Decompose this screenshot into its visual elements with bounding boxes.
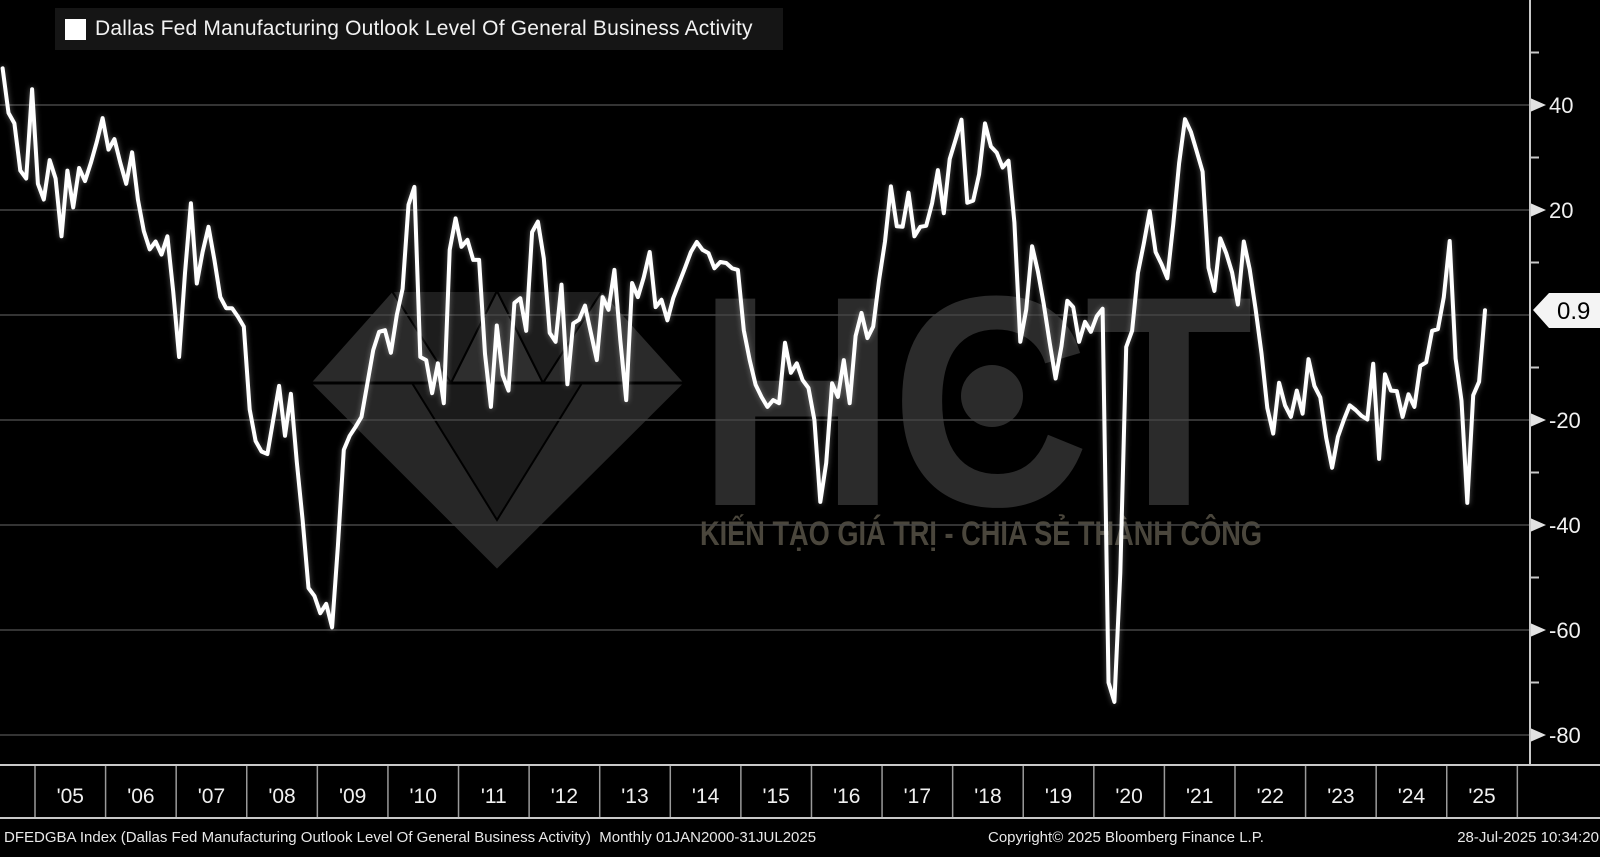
x-axis-label: '14	[692, 785, 720, 808]
x-axis-label: '07	[198, 785, 225, 808]
x-axis-label: '20	[1115, 785, 1142, 808]
x-axis-label: '21	[1186, 785, 1213, 808]
x-axis-label: '17	[904, 785, 931, 808]
x-axis-label: '18	[974, 785, 1001, 808]
x-axis-label: '24	[1398, 785, 1426, 808]
y-axis-label: -40	[1549, 513, 1581, 538]
y-axis-label: -60	[1549, 618, 1581, 643]
y-major-tick-arrow	[1530, 518, 1546, 532]
watermark-wordmark: HCT KIẾN TẠO GIÁ TRỊ - CHIA SẺ THÀNH CÔN…	[697, 234, 1262, 569]
y-major-tick-arrow	[1530, 413, 1546, 427]
x-axis-label: '16	[833, 785, 860, 808]
y-major-tick-arrow	[1530, 203, 1546, 217]
x-axis-label: '12	[551, 785, 578, 808]
x-axis-label: '08	[268, 785, 295, 808]
y-axis-label: 20	[1549, 198, 1573, 223]
footer-security-description: DFEDGBA Index (Dallas Fed Manufacturing …	[4, 829, 817, 846]
watermark-slogan: KIẾN TẠO GIÁ TRỊ - CHIA SẺ THÀNH CÔNG	[700, 514, 1262, 553]
last-value-badge: 0.9	[1533, 293, 1600, 328]
series-marker-swatch	[65, 18, 86, 40]
watermark-logo-dot	[961, 365, 1023, 427]
y-major-tick-arrow	[1530, 623, 1546, 637]
x-axis-label: '22	[1257, 785, 1284, 808]
y-axis-label: 40	[1549, 93, 1573, 118]
x-axis-label: '09	[339, 785, 366, 808]
x-axis-label: '15	[762, 785, 789, 808]
footer-bar: DFEDGBA Index (Dallas Fed Manufacturing …	[0, 820, 1600, 857]
y-major-tick-arrow	[1530, 98, 1546, 112]
footer-copyright: Copyright© 2025 Bloomberg Finance L.P.	[988, 829, 1264, 846]
x-axis-label: '19	[1045, 785, 1072, 808]
x-axis-label: '10	[410, 785, 437, 808]
x-axis-label: '06	[127, 785, 154, 808]
x-axis-label: '11	[481, 785, 507, 808]
series-label: Dallas Fed Manufacturing Outlook Level O…	[95, 17, 753, 40]
x-axis-label: '05	[57, 785, 84, 808]
y-major-tick-arrow	[1530, 728, 1546, 742]
last-value-label: 0.9	[1557, 298, 1590, 325]
series-line	[0, 66, 1487, 704]
y-axis-label: -80	[1549, 723, 1581, 748]
x-axis-label: '25	[1468, 785, 1495, 808]
legend-item[interactable]: Dallas Fed Manufacturing Outlook Level O…	[55, 8, 783, 50]
footer-datetime: 28-Jul-2025 10:34:20	[1457, 829, 1599, 846]
y-axis-label: -20	[1549, 408, 1581, 433]
x-axis-label: '23	[1327, 785, 1354, 808]
x-axis-label: '13	[621, 785, 648, 808]
